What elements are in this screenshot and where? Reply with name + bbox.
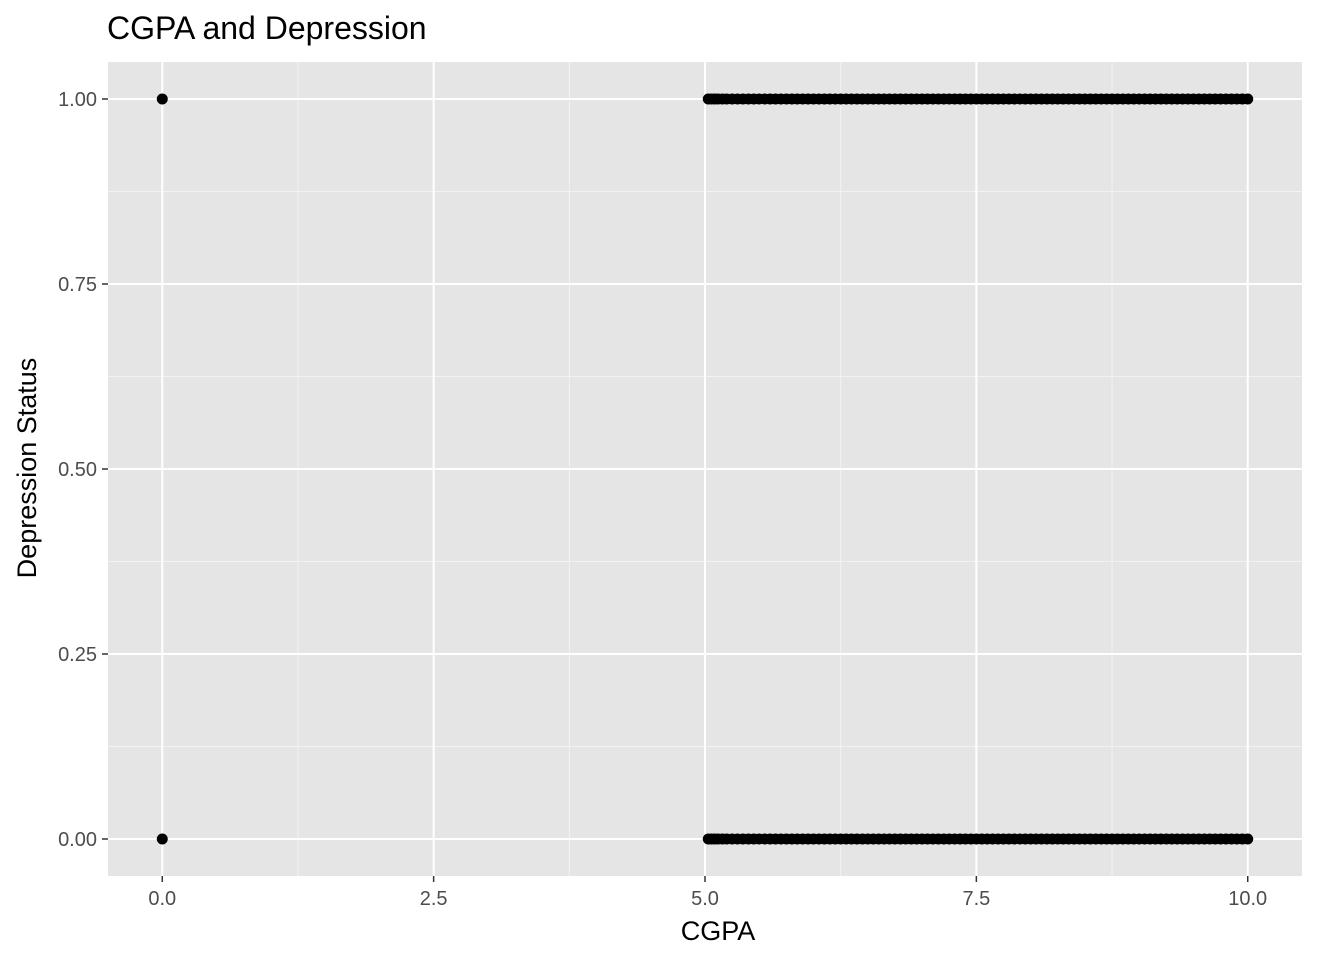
axes: 0.0 2.5 5.0 7.5 10.0 0.00 0.25 0.50 0.75 1.00: [58, 89, 1267, 910]
y-tick-label: 1.00: [58, 89, 97, 111]
data-point: [1242, 93, 1254, 105]
x-tick-label: 2.5: [420, 888, 448, 910]
data-point: [1242, 833, 1254, 845]
x-axis-title: CGPA: [681, 916, 756, 946]
y-tick-label: 0.25: [58, 644, 97, 666]
chart-title: CGPA and Depression: [107, 10, 427, 46]
y-tick-label: 0.00: [58, 829, 97, 851]
y-tick-label: 0.50: [58, 459, 97, 481]
data-points: [156, 93, 1254, 845]
x-tick-label: 10.0: [1228, 888, 1267, 910]
y-axis-title: Depression Status: [12, 358, 42, 579]
y-tick-label: 0.75: [58, 274, 97, 296]
data-point: [156, 93, 168, 105]
x-tick-label: 7.5: [962, 888, 990, 910]
x-tick-label: 0.0: [148, 888, 176, 910]
x-tick-label: 5.0: [691, 888, 719, 910]
data-point: [156, 833, 168, 845]
